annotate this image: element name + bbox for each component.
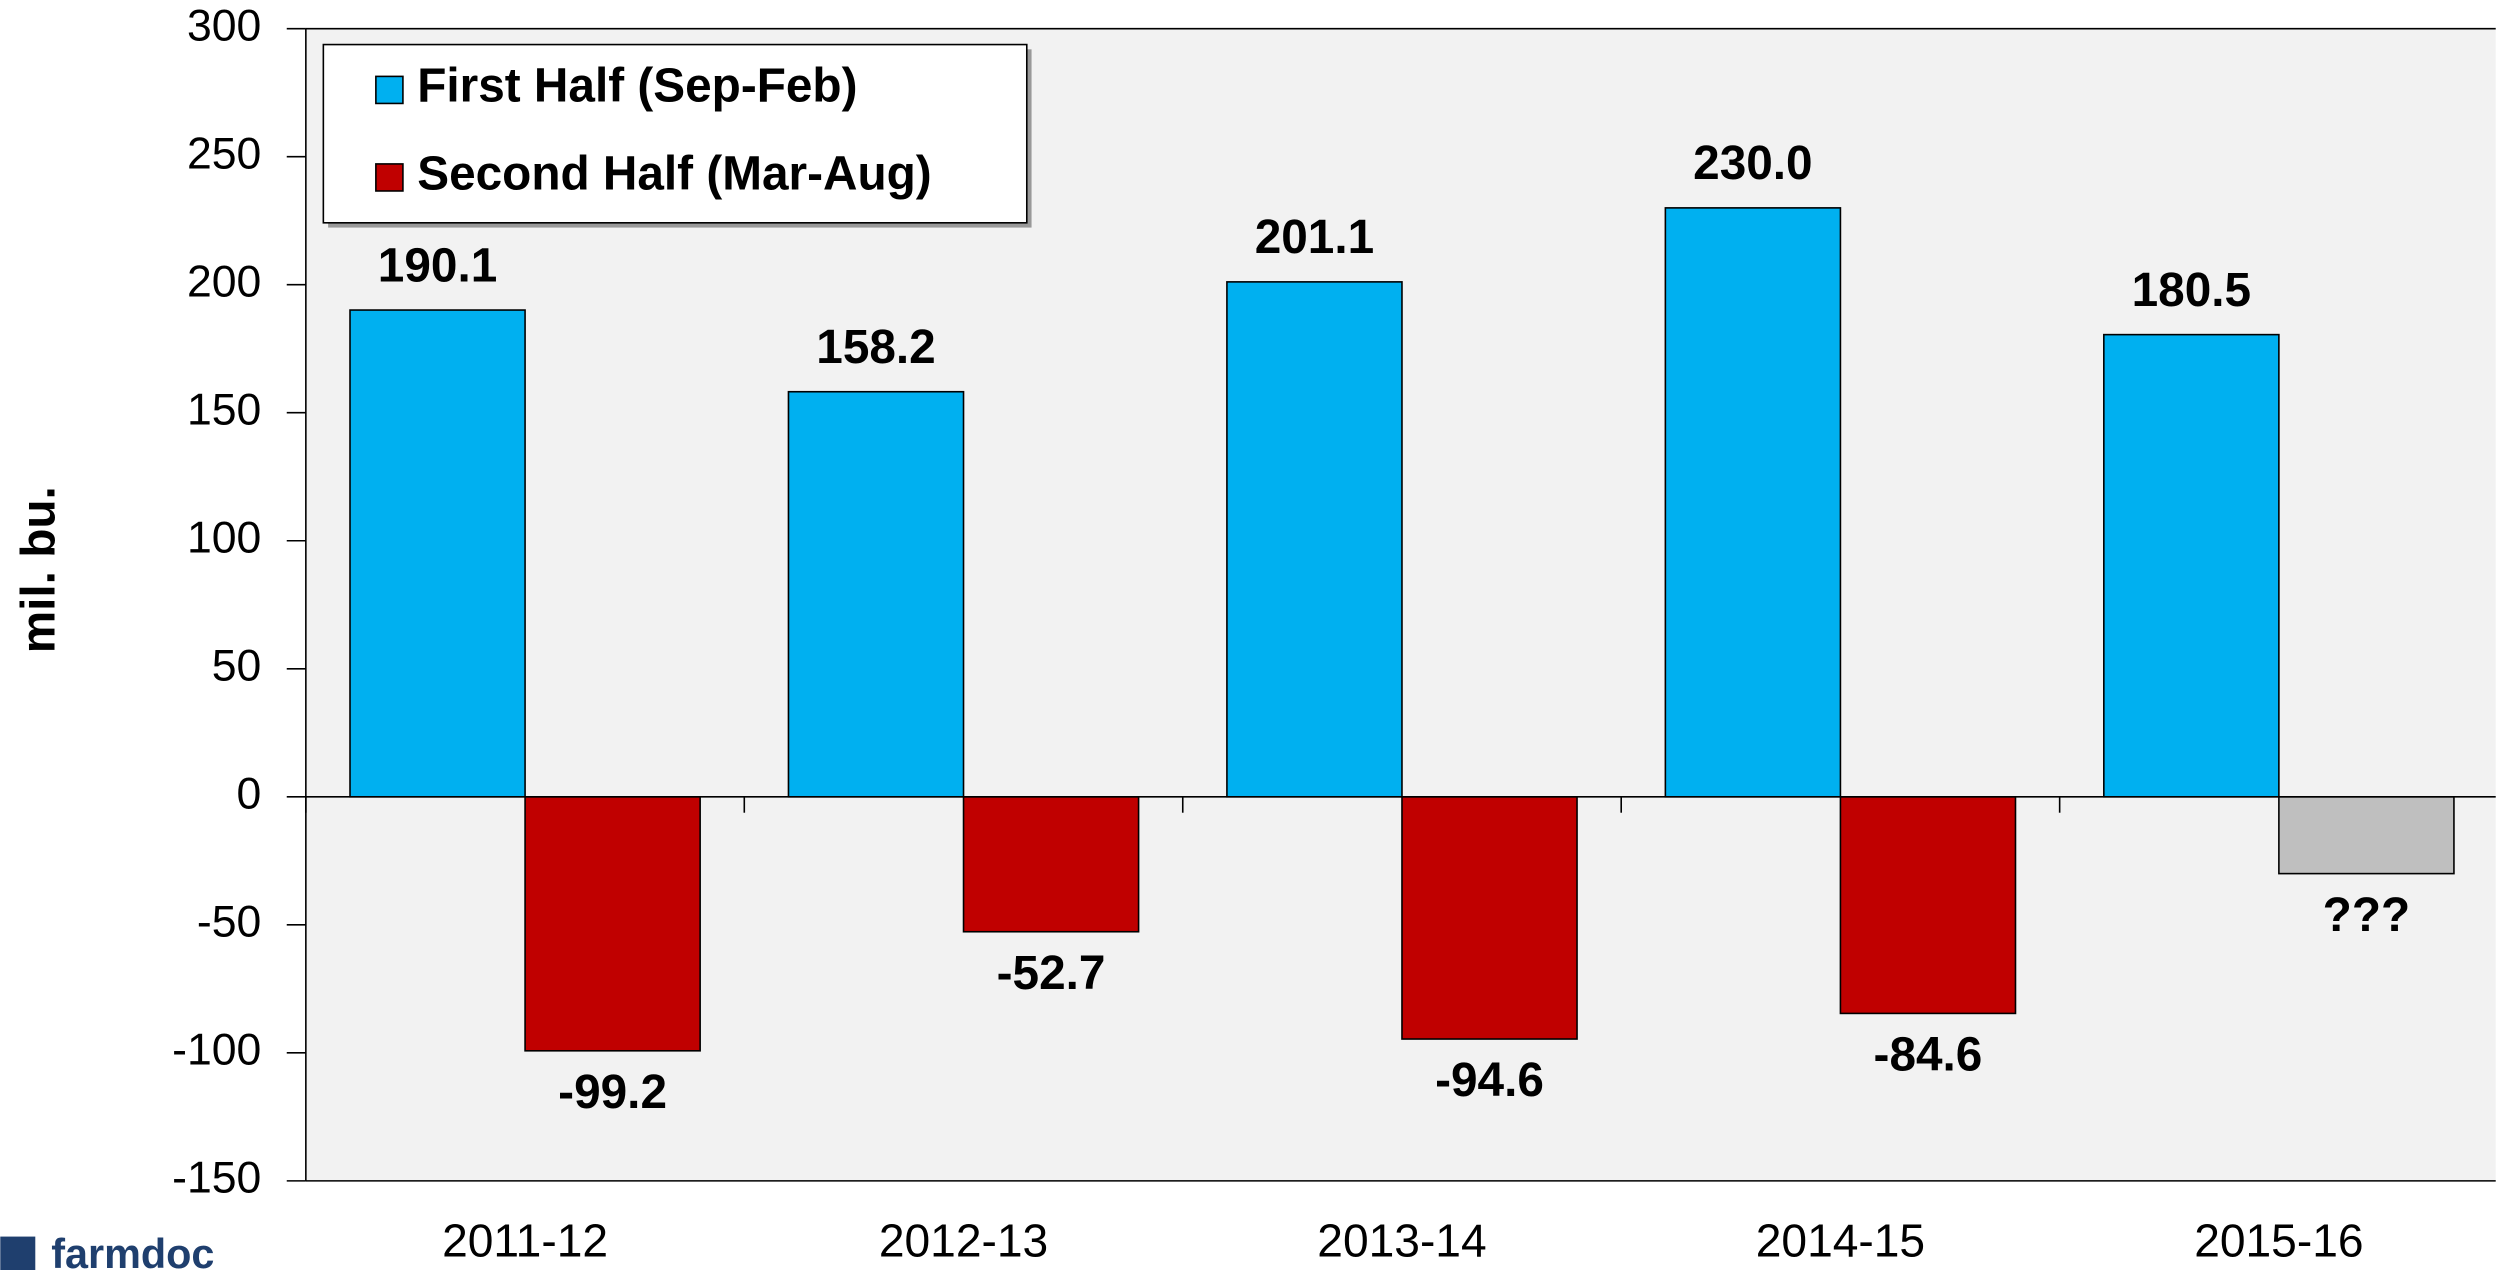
data-label: ???: [2323, 889, 2410, 942]
legend-swatch: [375, 163, 404, 192]
data-label: -52.7: [997, 947, 1106, 1000]
legend-label: First Half (Sep-Feb): [417, 60, 857, 113]
data-label: -84.6: [1874, 1029, 1983, 1082]
data-label: 180.5: [2132, 264, 2251, 317]
data-label: -99.2: [558, 1066, 667, 1119]
bar: [787, 390, 965, 798]
bar: [1401, 796, 1578, 1040]
legend-label: Second Half (Mar-Aug): [417, 147, 931, 200]
x-tick-label: 2014-15: [1756, 1215, 1925, 1267]
y-tick-label: -50: [197, 898, 261, 947]
bar: [962, 796, 1140, 933]
y-tick-label: 300: [187, 1, 261, 50]
y-tick-label: -150: [172, 1154, 261, 1203]
bar: [1664, 207, 1842, 798]
legend: [322, 43, 1028, 224]
x-tick-label: 2012-13: [879, 1215, 1048, 1267]
x-tick-label: 2013-14: [1317, 1215, 1486, 1267]
y-axis-label: mil. bu.: [12, 486, 65, 653]
y-tick-label: 0: [237, 770, 262, 819]
x-tick-label: 2015-16: [2194, 1215, 2363, 1267]
data-label: 201.1: [1255, 211, 1374, 264]
bar: [2103, 333, 2280, 798]
y-tick-label: 100: [187, 514, 261, 563]
bar: [2278, 796, 2455, 875]
x-tick-label: 2011-12: [442, 1215, 608, 1267]
y-tick-label: 250: [187, 129, 261, 178]
legend-swatch: [375, 75, 404, 105]
data-label: 158.2: [816, 321, 935, 374]
bar: [1226, 281, 1403, 798]
data-label: 230.0: [1693, 137, 1812, 190]
logo: farmdoc: [51, 1231, 214, 1270]
bar: [1839, 796, 2017, 1015]
y-tick-label: 150: [187, 385, 261, 434]
data-label: 190.1: [378, 239, 497, 292]
bar: [349, 309, 526, 798]
y-tick-label: 50: [212, 642, 262, 691]
y-tick-label: 200: [187, 257, 261, 306]
data-label: -94.6: [1435, 1054, 1544, 1107]
y-tick-label: -100: [172, 1026, 261, 1075]
bar: [524, 796, 701, 1052]
logo-icon: [0, 1236, 36, 1270]
